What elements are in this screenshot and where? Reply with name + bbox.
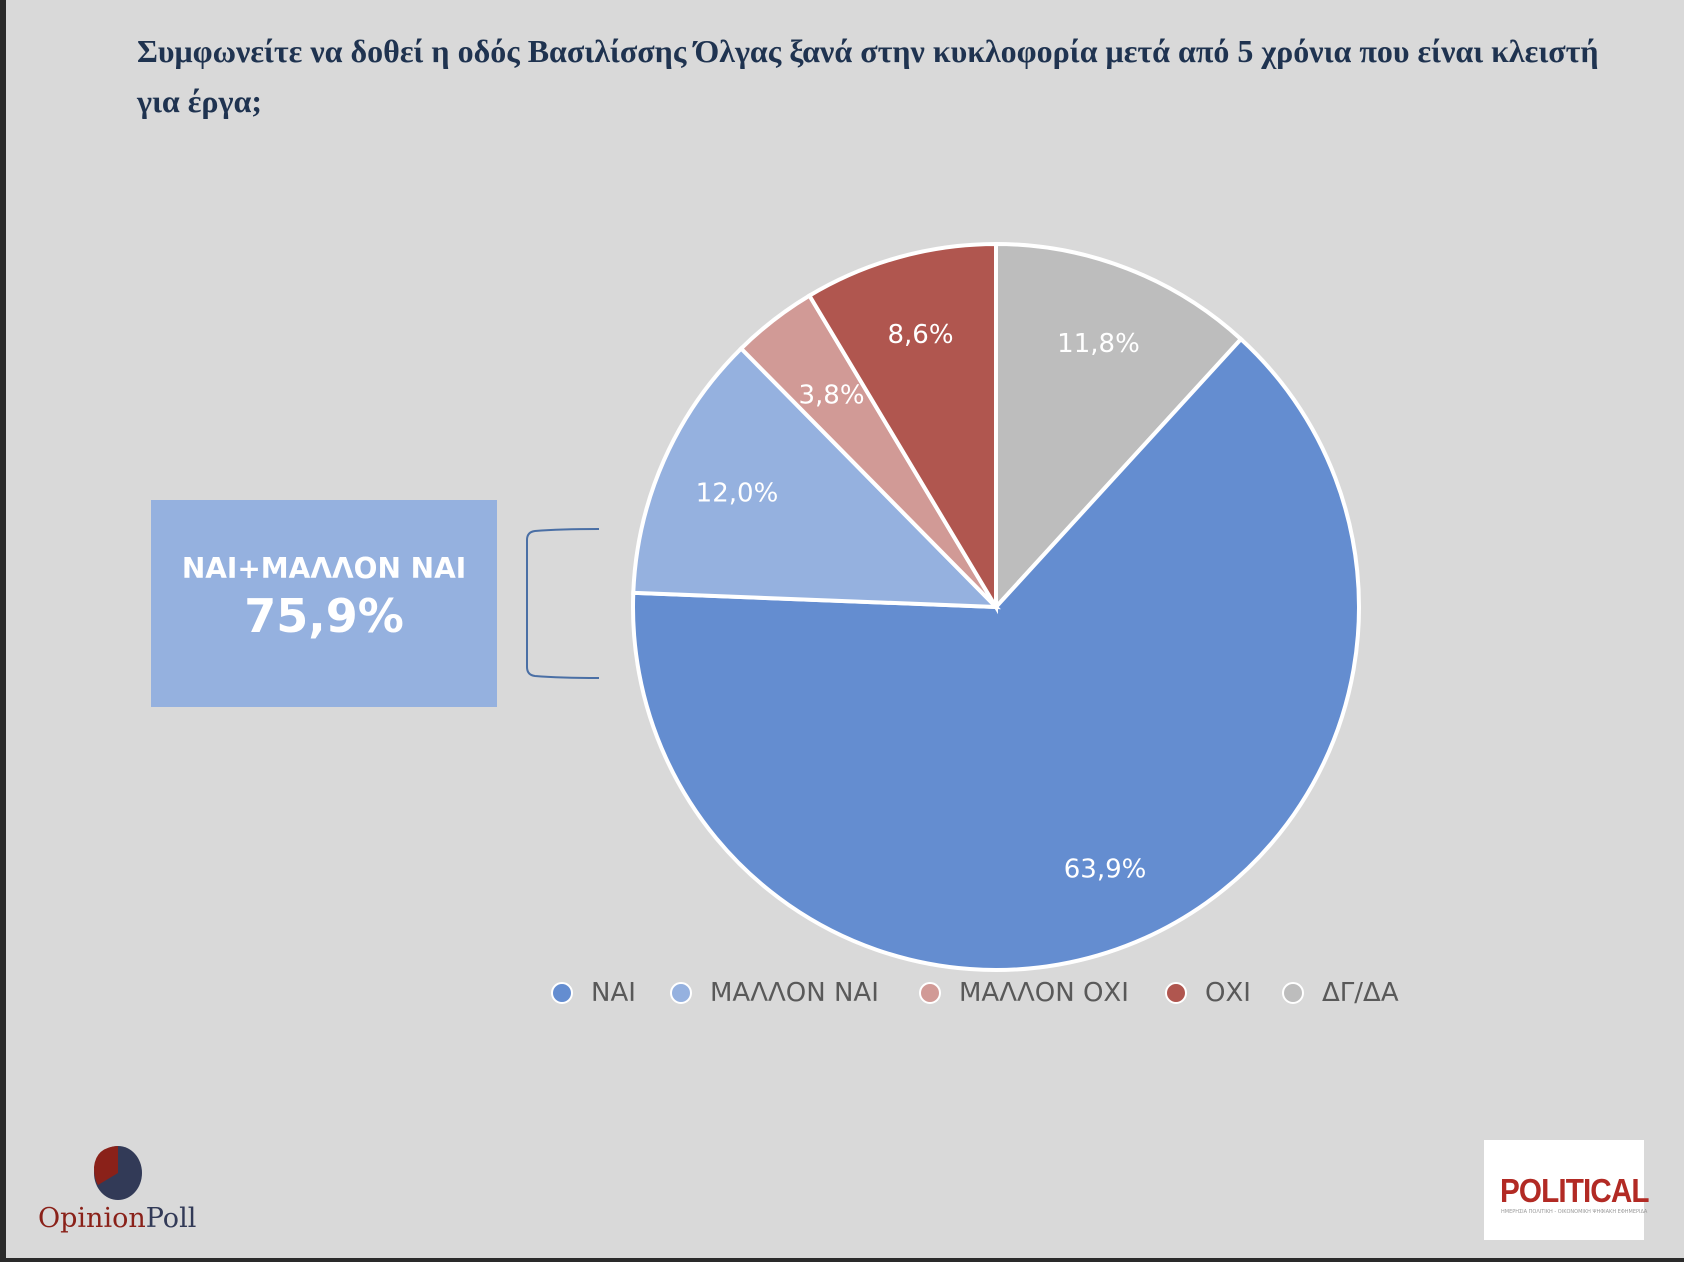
legend-label: ΜΑΛΛΟΝ ΝΑΙ [710,978,879,1008]
legend-marker [1282,982,1304,1004]
opinionpoll-pie-icon [94,1146,142,1200]
legend-marker [670,982,692,1004]
legend-item-mallon-oxi: ΜΑΛΛΟΝ ΟΧΙ [919,978,1129,1008]
pie-slice [994,241,1244,613]
data-label: 8,6% [887,320,953,350]
legend-marker [551,982,573,1004]
opinionpoll-logo: OpinionPoll [38,1145,198,1245]
legend-label: ΝΑΙ [591,978,636,1008]
legend-item-mallon-nai: ΜΑΛΛΟΝ ΝΑΙ [670,978,879,1008]
callout-label: ΝΑΙ+ΜΑΛΛΟΝ ΝΑΙ [181,552,467,585]
legend-item-nai: ΝΑΙ [551,978,636,1008]
data-label: 12,0% [696,479,779,509]
callout-bracket [526,528,600,679]
legend-label: ΔΓ/ΔΑ [1322,978,1399,1008]
logo-text-poll: Poll [145,1203,197,1234]
political-logo-text: POLITICAL [1500,1172,1650,1209]
legend-label: ΜΑΛΛΟΝ ΟΧΙ [959,978,1129,1008]
legend-marker [919,982,941,1004]
political-logo: POLITICAL ΗΜΕΡΗΣΙΑ ΠΟΛΙΤΙΚΗ - ΟΙΚΟΝΟΜΙΚΗ… [1484,1140,1650,1240]
legend-marker [1165,982,1187,1004]
chart-title: Συμφωνείτε να δοθεί η οδός Βασιλίσσης Όλ… [137,33,1599,119]
left-border [0,0,6,1262]
pie-slice [631,336,1361,972]
political-logo-subtitle: ΗΜΕΡΗΣΙΑ ΠΟΛΙΤΙΚΗ - ΟΙΚΟΝΟΜΙΚΗ ΨΗΦΙΑΚΗ Ε… [1501,1209,1648,1215]
legend-label: ΟΧΙ [1205,978,1251,1008]
logo-text-opinion: Opinion [38,1203,146,1234]
combined-yes-callout: ΝΑΙ+ΜΑΛΛΟΝ ΝΑΙ 75,9% [151,500,497,707]
pie-slice [631,345,1001,610]
pie-slice [806,241,998,615]
legend: ΝΑΙ ΜΑΛΛΟΝ ΝΑΙ ΜΑΛΛΟΝ ΟΧΙ ΟΧΙ ΔΓ/ΔΑ [0,978,1684,1018]
data-label: 3,8% [798,381,864,411]
callout-value: 75,9% [244,589,404,643]
legend-item-oxi: ΟΧΙ [1165,978,1251,1008]
data-label: 11,8% [1057,329,1140,359]
data-label: 63,9% [1064,854,1147,884]
legend-item-dg-da: ΔΓ/ΔΑ [1282,978,1399,1008]
bottom-border [0,1258,1684,1262]
